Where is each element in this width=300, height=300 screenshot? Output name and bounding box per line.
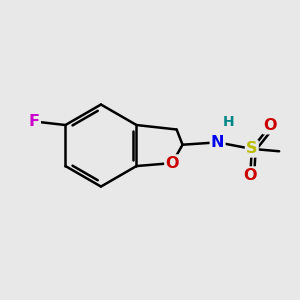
Text: O: O — [165, 156, 179, 171]
Text: H: H — [223, 115, 235, 129]
Text: O: O — [263, 118, 277, 133]
Text: F: F — [29, 114, 40, 129]
Text: O: O — [244, 167, 257, 182]
Text: S: S — [246, 141, 258, 156]
Text: N: N — [211, 135, 224, 150]
